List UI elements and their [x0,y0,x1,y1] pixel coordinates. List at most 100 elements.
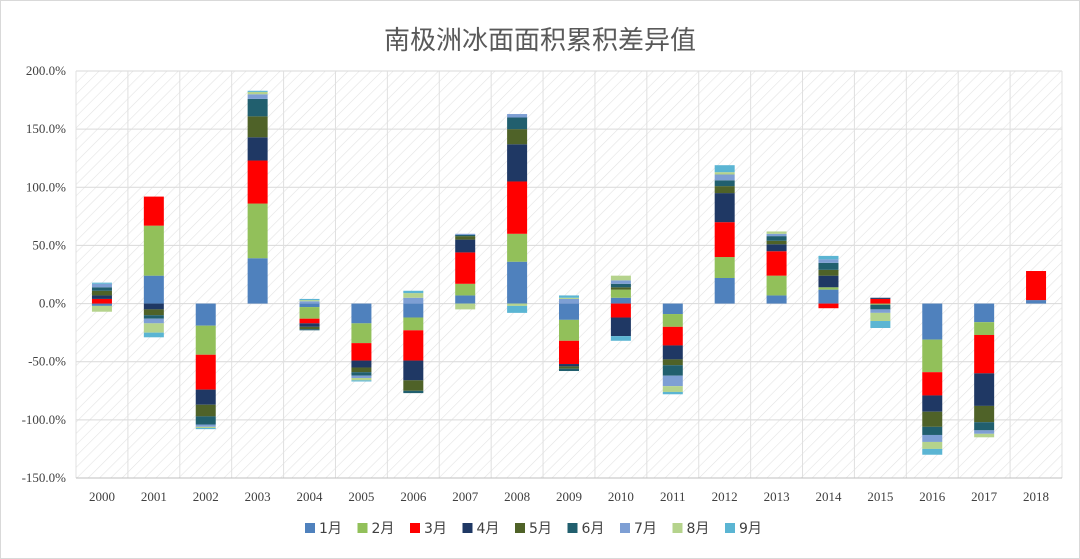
bar-segment [91,303,112,306]
bar-segment [403,360,424,381]
legend-swatch [672,523,683,533]
bar-segment [195,426,216,428]
bar-segment [766,231,787,234]
bar-segment [507,181,528,234]
x-tick-label: 2001 [141,489,167,504]
bar-segment [507,129,528,145]
bar-segment [91,287,112,291]
bar-segment [662,326,683,346]
legend-swatch [725,523,735,533]
y-tick-label: -150.0% [22,470,67,485]
y-tick-label: 150.0% [26,121,66,136]
bar-segment [247,90,268,92]
bar-segment [247,98,268,117]
bar-segment [143,332,164,338]
bar-segment [299,307,320,319]
bar-segment [195,427,216,430]
bar-segment [610,275,631,281]
bar-segment [766,295,787,304]
bar-segment [662,303,683,315]
bar-segment [143,323,164,333]
x-tick-label: 2009 [556,489,582,504]
bar-segment [662,359,683,366]
bar-segment [1026,300,1047,304]
bar-segment [714,186,735,194]
legend-swatch [462,523,473,533]
bar-segment [195,416,216,425]
bar-segment [195,404,216,417]
x-tick-label: 2000 [89,489,115,504]
legend-swatch [357,523,368,533]
bar-segment [610,287,631,290]
x-tick-label: 2016 [919,489,946,504]
legend-label: 3月 [424,521,447,537]
x-tick-label: 2017 [971,489,998,504]
bar-segment [507,144,528,182]
bar-segment [922,339,943,373]
x-tick-label: 2015 [867,489,893,504]
bar-segment [91,283,112,288]
bar-segment [403,317,424,331]
legend-swatch [620,523,630,533]
x-tick-label: 2011 [660,489,686,504]
y-tick-label: 50.0% [32,237,66,252]
bar-segment [351,372,372,376]
y-tick-label: -50.0% [28,354,66,369]
axes: -150.0% -100.0% -50.0% 0.0% 50.0% 100.0% 150.0… [22,63,1062,504]
bar-segment [714,172,735,175]
bar-segment [403,390,424,394]
bar-segment [351,380,372,382]
bar-segment [455,252,476,284]
bar-segment [714,174,735,181]
bar-segment [870,309,891,313]
bar-segment [818,262,839,270]
bar-segment [91,305,112,312]
bar-segment [299,326,320,330]
bar-segment [974,334,995,374]
bar-segment [455,233,476,235]
bar-segment [143,303,164,310]
bar-segment [195,424,216,427]
bar-segment [91,290,112,296]
bar-segment [143,196,164,226]
legend-label: 6月 [582,521,605,537]
bar-segment [870,304,891,310]
bar-segment [351,377,372,381]
bar-segment [662,375,683,387]
plot-area [76,71,1062,478]
bar-segment [91,282,112,284]
legend-label: 9月 [739,521,762,537]
bar-segment [662,365,683,376]
bar-segment [247,94,268,99]
bar-segment [974,373,995,406]
bar-segment [143,275,164,304]
bar-segment [559,295,579,298]
bar-segment [247,137,268,161]
bar-segment [351,360,372,368]
bar-segment [403,290,424,294]
bar-segment [818,287,839,290]
legend-swatch [515,523,525,533]
bar-segment [974,430,995,434]
bar-segment [351,367,372,373]
chart-title: 南极洲冰面面积累积差异值 [384,26,696,56]
bar-segment [610,283,631,288]
bar-segment [403,303,424,318]
bar-segment [507,114,528,118]
bar-segment [299,329,320,331]
bar-segment [714,257,735,278]
bar-segment [766,251,787,276]
bar-segment [299,300,320,302]
bar-segment [299,323,320,327]
bar-segment [143,315,164,319]
bar-segment [91,295,112,299]
bar-segment [766,240,787,245]
bar-segment [403,293,424,298]
bar-segment [247,91,268,95]
bar-segment [714,180,735,187]
bar-segment [91,298,112,304]
x-tick-label: 2018 [1023,489,1049,504]
bar-segment [714,277,735,304]
